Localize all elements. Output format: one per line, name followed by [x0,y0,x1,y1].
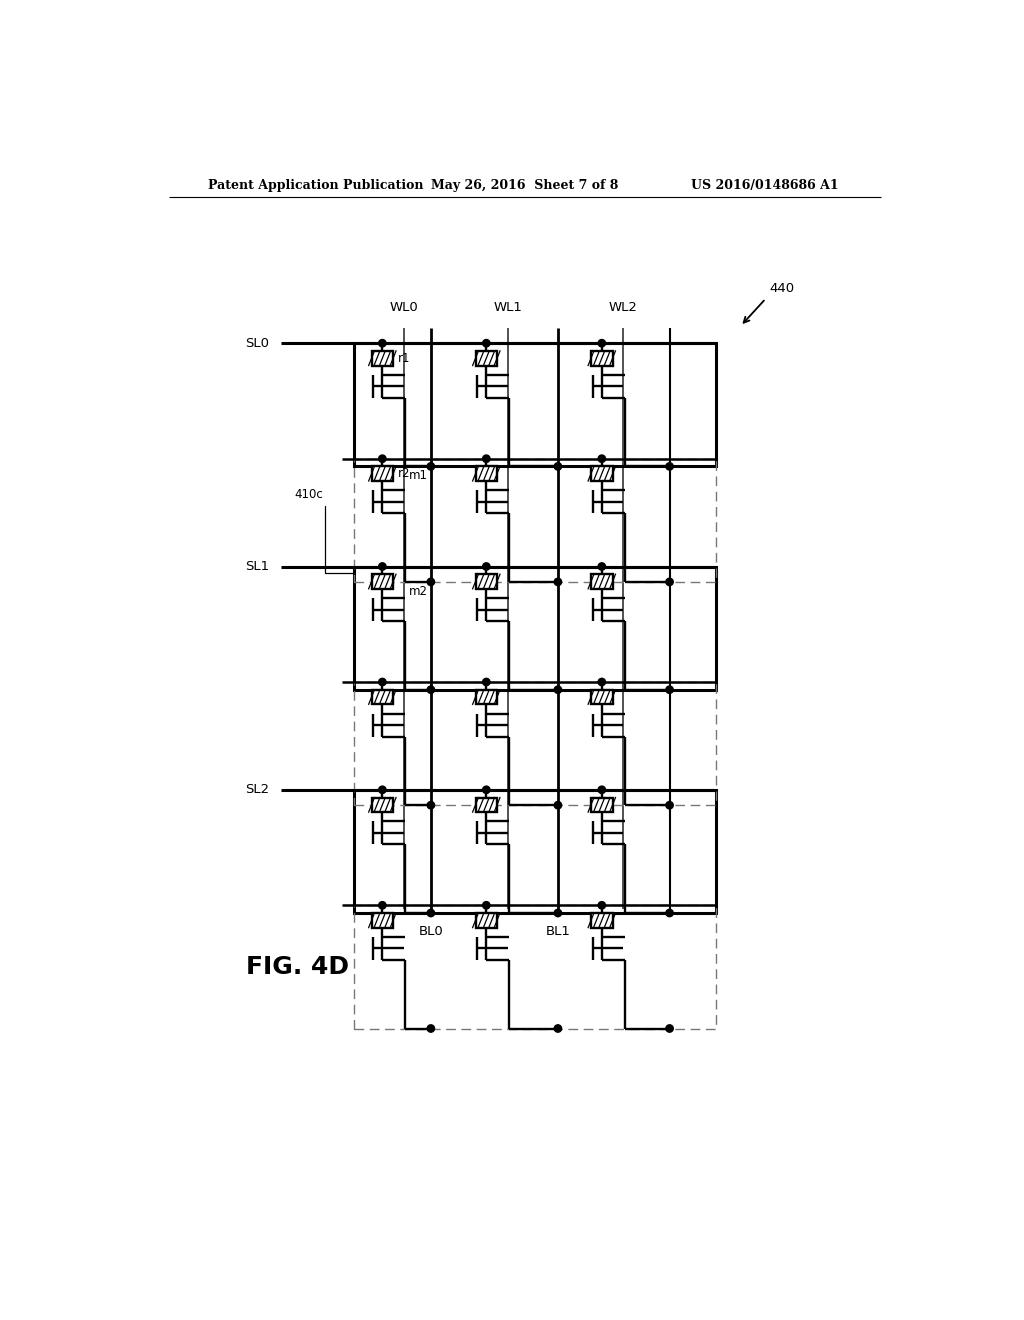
Bar [475,913,497,928]
Text: m1: m1 [409,470,428,483]
Text: BL0: BL0 [419,924,443,937]
Circle shape [427,463,434,470]
Text: m2: m2 [409,585,428,598]
Bar [475,466,497,480]
Circle shape [427,1024,434,1032]
Text: SL2: SL2 [245,783,269,796]
Circle shape [554,578,561,586]
Circle shape [554,686,561,693]
Bar [372,913,393,928]
Circle shape [554,801,561,809]
Text: WL0: WL0 [389,301,418,314]
Circle shape [482,678,490,685]
Circle shape [482,787,490,793]
Text: Patent Application Publication: Patent Application Publication [208,178,423,191]
Text: US 2016/0148686 A1: US 2016/0148686 A1 [691,178,839,191]
Text: SL0: SL0 [245,337,269,350]
Circle shape [598,455,605,462]
Bar [475,690,497,705]
Circle shape [427,578,434,586]
Circle shape [666,686,673,693]
Text: SL1: SL1 [245,560,269,573]
Text: May 26, 2016  Sheet 7 of 8: May 26, 2016 Sheet 7 of 8 [431,178,618,191]
Bar [354,789,716,913]
Circle shape [554,463,561,470]
Circle shape [379,902,386,909]
Circle shape [379,787,386,793]
Bar [354,343,716,466]
Circle shape [482,339,490,347]
Bar [372,574,393,589]
Circle shape [666,1024,673,1032]
Circle shape [666,578,673,586]
Text: WL1: WL1 [494,301,522,314]
Bar [372,466,393,480]
Circle shape [482,902,490,909]
Bar [591,466,612,480]
Bar [475,797,497,812]
Bar [475,574,497,589]
Text: WL2: WL2 [609,301,638,314]
Circle shape [598,339,605,347]
Bar [591,574,612,589]
Circle shape [379,455,386,462]
Circle shape [427,686,434,693]
Circle shape [666,463,673,470]
Circle shape [379,678,386,685]
Circle shape [554,1024,561,1032]
Circle shape [666,909,673,916]
Circle shape [598,678,605,685]
Circle shape [427,801,434,809]
Bar [372,690,393,705]
Text: 440: 440 [770,282,795,296]
Bar [591,690,612,705]
Text: FIG. 4D: FIG. 4D [246,956,349,979]
Bar [591,797,612,812]
Bar [591,351,612,366]
Bar [354,906,716,1028]
Bar [372,351,393,366]
Bar [354,682,716,805]
Circle shape [554,909,561,916]
Circle shape [379,339,386,347]
Text: BL1: BL1 [546,924,570,937]
Circle shape [598,787,605,793]
Circle shape [598,902,605,909]
Bar [354,566,716,689]
Circle shape [482,562,490,570]
Bar [354,459,716,582]
Circle shape [379,562,386,570]
Text: r1: r1 [397,351,411,364]
Bar [475,351,497,366]
Circle shape [666,801,673,809]
Circle shape [427,909,434,916]
Text: r2: r2 [397,467,411,480]
Circle shape [598,562,605,570]
Bar [591,913,612,928]
Circle shape [482,455,490,462]
Bar [372,797,393,812]
Text: 410c: 410c [294,488,323,502]
